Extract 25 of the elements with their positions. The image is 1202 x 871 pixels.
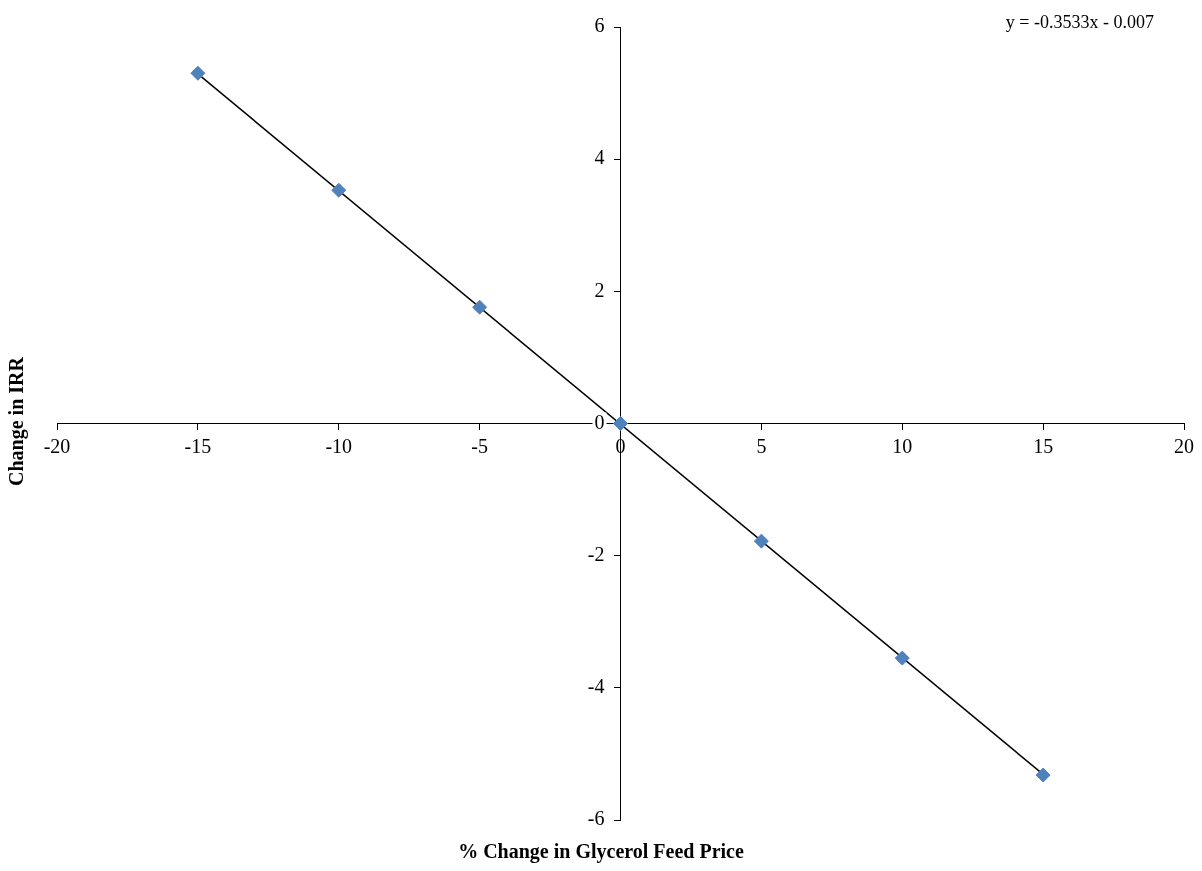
x-tick-label: 15 bbox=[1033, 434, 1054, 457]
point bbox=[190, 65, 206, 81]
y-tick-label: -4 bbox=[587, 675, 605, 698]
y-tick-label: 6 bbox=[594, 14, 605, 37]
x-tick-label: 5 bbox=[756, 434, 767, 457]
x-tick-label: -15 bbox=[184, 434, 212, 457]
y-tick-label: 4 bbox=[594, 146, 605, 169]
x-tick-label: -20 bbox=[43, 434, 71, 457]
annotation: y = -0.3533x - 0.007 bbox=[1005, 11, 1154, 32]
y-tick-label: 2 bbox=[594, 278, 605, 301]
point bbox=[331, 182, 347, 198]
point bbox=[472, 299, 488, 315]
x-tick-label: -5 bbox=[471, 434, 488, 457]
x-tick-label: 10 bbox=[892, 434, 913, 457]
y-tick-label: -6 bbox=[587, 807, 605, 830]
x-tick-label: 20 bbox=[1174, 434, 1194, 457]
x-tick-label: -10 bbox=[325, 434, 353, 457]
y-axis-title: Change in IRR bbox=[4, 356, 28, 488]
y-tick-label: -2 bbox=[587, 542, 605, 565]
x-axis-title: % Change in Glycerol Feed Price bbox=[457, 840, 745, 863]
point bbox=[753, 533, 769, 549]
point bbox=[613, 416, 628, 431]
point bbox=[1035, 767, 1051, 783]
point bbox=[894, 650, 910, 666]
y-tick-label: 0 bbox=[594, 410, 605, 433]
